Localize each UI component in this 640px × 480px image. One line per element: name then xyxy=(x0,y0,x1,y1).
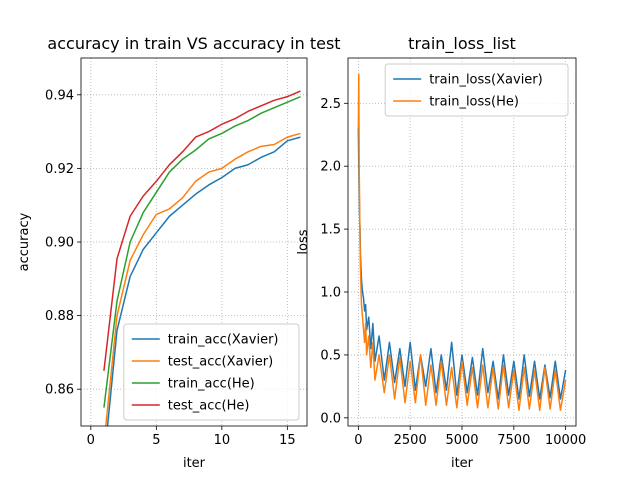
series-line xyxy=(357,128,567,400)
series-line xyxy=(106,136,301,426)
y-tick-label: 0.5 xyxy=(320,348,341,363)
x-tick-label: 0 xyxy=(354,433,362,448)
series-line xyxy=(357,73,567,412)
chart-title: train_loss_list xyxy=(408,34,516,54)
x-axis-label: iter xyxy=(183,456,206,471)
y-tick-label: 0.88 xyxy=(45,309,74,324)
x-tick-label: 10000 xyxy=(545,433,586,448)
x-tick-label: 2500 xyxy=(394,433,427,448)
axes-frame xyxy=(347,57,577,427)
legend-box xyxy=(384,63,569,117)
y-axis-label: accuracy xyxy=(17,212,32,271)
legend-box xyxy=(123,323,300,421)
y-tick-label: 0.90 xyxy=(45,236,74,251)
legend-label: train_loss(Xavier) xyxy=(429,73,543,88)
x-tick-label: 10 xyxy=(214,433,231,448)
legend-label: test_acc(Xavier) xyxy=(168,355,273,370)
x-tick-label: 7500 xyxy=(497,433,530,448)
y-tick-label: 0.86 xyxy=(45,383,74,398)
chart-title: accuracy in train VS accuracy in test xyxy=(47,34,340,53)
x-tick-label: 5 xyxy=(152,433,160,448)
y-tick-label: 2.5 xyxy=(320,97,341,112)
y-tick-label: 0.94 xyxy=(45,88,74,103)
series-line xyxy=(103,95,301,408)
legend-label: train_acc(He) xyxy=(168,377,255,392)
legend-label: train_loss(He) xyxy=(429,95,519,110)
series-line xyxy=(105,132,301,426)
y-tick-label: 2.0 xyxy=(320,160,341,175)
y-tick-label: 0.0 xyxy=(320,411,341,426)
plot-area xyxy=(103,90,301,426)
x-tick-label: 0 xyxy=(87,433,95,448)
series-line xyxy=(103,90,301,371)
x-tick-label: 15 xyxy=(279,433,296,448)
x-tick-label: 5000 xyxy=(445,433,478,448)
axes-frame xyxy=(80,57,308,427)
x-axis-label: iter xyxy=(451,456,474,471)
plot-area xyxy=(357,73,567,412)
y-tick-label: 1.0 xyxy=(320,286,341,301)
y-axis-label: loss xyxy=(296,229,311,254)
y-tick-label: 0.92 xyxy=(45,162,74,177)
y-tick-label: 1.5 xyxy=(320,223,341,238)
legend-label: train_acc(Xavier) xyxy=(168,333,279,348)
legend-label: test_acc(He) xyxy=(168,399,250,414)
